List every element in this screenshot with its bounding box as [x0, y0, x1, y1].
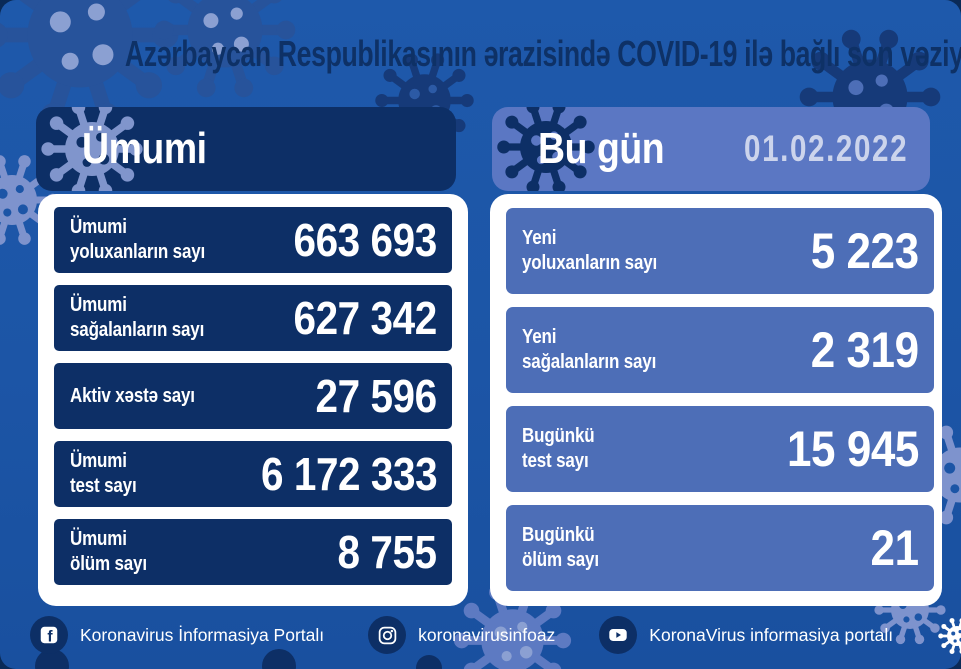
stat-row-total-infections: Ümumi yoluxanların sayı 663 693: [54, 207, 452, 273]
stat-label: Yeni yoluxanların sayı: [522, 227, 658, 274]
stat-value: 27 596: [315, 370, 438, 422]
stat-label: Ümumi sağalanların sayı: [70, 294, 205, 341]
instagram-icon: [368, 616, 407, 654]
stat-row-new-recovered: Yeni sağalanların sayı 2 319: [506, 307, 934, 393]
stat-label: Ümumi yoluxanların sayı: [70, 216, 206, 263]
stat-row-new-infections: Yeni yoluxanların sayı 5 223: [506, 208, 934, 294]
stat-label: Bugünkü ölüm sayı: [522, 524, 599, 571]
report-date: 01.02.2022: [743, 128, 908, 169]
left-panel-body: Ümumi yoluxanların sayı 663 693 Ümumi sa…: [38, 194, 468, 606]
facebook-link[interactable]: f Koronavirus İnformasiya Portalı: [30, 616, 324, 654]
svg-text:f: f: [47, 628, 53, 645]
page-title: Azərbaycan Respublikasının ərazisində CO…: [124, 33, 961, 74]
stat-label: Ümumi test sayı: [70, 450, 137, 497]
stat-row-total-recovered: Ümumi sağalanların sayı 627 342: [54, 285, 452, 351]
stat-row-total-tests: Ümumi test sayı 6 172 333: [54, 441, 452, 507]
stat-row-total-deaths: Ümumi ölüm sayı 8 755: [54, 519, 452, 585]
stat-label: Ümumi ölüm sayı: [70, 528, 147, 575]
instagram-link[interactable]: koronavirusinfoaz: [368, 616, 555, 654]
stat-value: 8 755: [337, 526, 438, 578]
stat-value: 5 223: [811, 223, 919, 279]
footer: f Koronavirus İnformasiya Portalı korona…: [0, 607, 961, 669]
stat-value: 2 319: [811, 322, 919, 378]
stat-row-active-cases: Aktiv xəstə sayı 27 596: [54, 363, 452, 429]
left-panel-header: Ümumi: [36, 107, 456, 191]
virus-decoration: [262, 649, 296, 669]
right-panel-body: Yeni yoluxanların sayı 5 223 Yeni sağala…: [490, 194, 942, 606]
stat-label: Aktiv xəstə sayı: [70, 384, 195, 407]
stat-value: 663 693: [293, 214, 438, 266]
stat-label: Yeni sağalanların sayı: [522, 326, 657, 373]
virus-icon: [937, 616, 961, 656]
stat-value: 627 342: [293, 292, 438, 344]
stat-value: 21: [870, 520, 920, 576]
brand-logo: KoronaVirus info: [937, 614, 961, 656]
right-panel-title: Bu gün: [538, 124, 665, 173]
facebook-icon: f: [30, 616, 68, 654]
youtube-label: KoronaVirus informasiya portalı: [649, 624, 894, 645]
stat-label: Bugünkü test sayı: [522, 425, 595, 472]
stat-row-today-tests: Bugünkü test sayı 15 945: [506, 406, 934, 492]
stat-value: 6 172 333: [260, 448, 438, 500]
stat-row-today-deaths: Bugünkü ölüm sayı 21: [506, 505, 934, 591]
stat-value: 15 945: [787, 421, 919, 477]
youtube-link[interactable]: KoronaVirus informasiya portalı: [599, 616, 893, 654]
virus-decoration: [416, 655, 442, 669]
left-panel-title: Ümumi: [82, 124, 207, 173]
facebook-label: Koronavirus İnformasiya Portalı: [80, 624, 325, 645]
youtube-icon: [599, 616, 638, 654]
virus-decoration: [35, 649, 69, 669]
right-panel-header: Bu gün 01.02.2022: [492, 107, 930, 191]
instagram-label: koronavirusinfoaz: [418, 624, 556, 645]
